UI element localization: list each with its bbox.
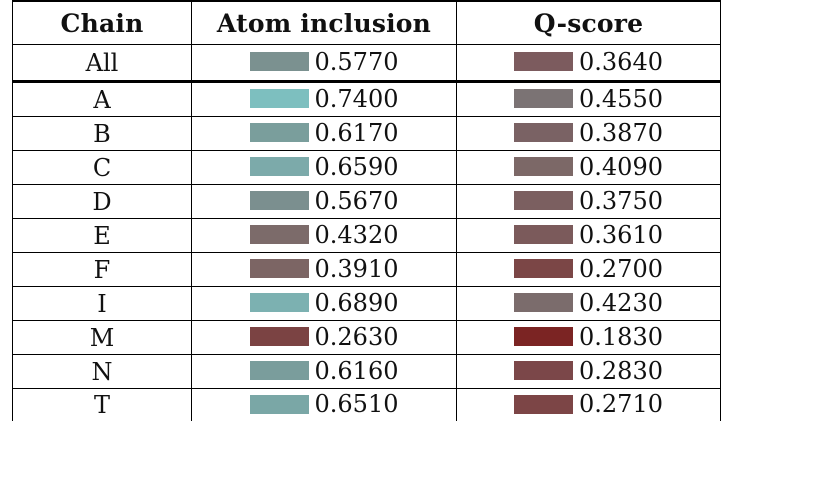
qscore-value: 0.2700 bbox=[579, 254, 663, 283]
qscore-color-swatch bbox=[514, 89, 573, 109]
qscore-color-swatch bbox=[514, 225, 573, 245]
qscore-value: 0.2710 bbox=[579, 390, 663, 419]
qscore-value: 0.3750 bbox=[579, 186, 663, 215]
chain-cell: E bbox=[12, 218, 192, 253]
chain-cell: N bbox=[12, 354, 192, 389]
qscore-color-swatch bbox=[514, 123, 573, 143]
qscore-value: 0.3870 bbox=[579, 118, 663, 147]
chain-metrics-table: Chain Atom inclusion Q-score All 0.5770 0.… bbox=[12, 0, 721, 421]
qscore-value: 0.2830 bbox=[579, 356, 663, 385]
qscore-cell: 0.4090 bbox=[456, 150, 721, 185]
atom-inclusion-value: 0.2630 bbox=[314, 322, 399, 351]
qscore-cell: 0.2700 bbox=[456, 252, 721, 287]
qscore-value: 0.3640 bbox=[579, 47, 663, 76]
atom-inclusion-color-swatch bbox=[249, 225, 309, 245]
atom-inclusion-cell: 0.6170 bbox=[191, 116, 457, 151]
atom-inclusion-color-swatch bbox=[249, 157, 309, 177]
table-row: N 0.6160 0.2830 bbox=[12, 354, 721, 389]
qscore-cell: 0.3640 bbox=[456, 44, 721, 83]
atom-inclusion-cell: 0.2630 bbox=[191, 320, 457, 355]
chain-cell: C bbox=[12, 150, 192, 185]
atom-inclusion-color-swatch bbox=[249, 361, 309, 381]
atom-inclusion-color-swatch bbox=[249, 123, 309, 143]
qscore-cell: 0.3870 bbox=[456, 116, 721, 151]
qscore-color-swatch bbox=[514, 191, 573, 211]
atom-inclusion-value: 0.6160 bbox=[314, 356, 399, 385]
qscore-color-swatch bbox=[514, 361, 573, 381]
table-row: C 0.6590 0.4090 bbox=[12, 150, 721, 185]
qscore-value: 0.4550 bbox=[579, 84, 663, 113]
atom-inclusion-value: 0.7400 bbox=[314, 84, 399, 113]
header-row: Chain Atom inclusion Q-score bbox=[12, 0, 721, 45]
atom-inclusion-cell: 0.7400 bbox=[191, 81, 457, 117]
qscore-cell: 0.2710 bbox=[456, 388, 721, 421]
atom-inclusion-cell: 0.6160 bbox=[191, 354, 457, 389]
qscore-color-swatch bbox=[514, 394, 573, 414]
atom-inclusion-color-swatch bbox=[249, 327, 309, 347]
header-atom-inclusion: Atom inclusion bbox=[191, 0, 457, 45]
qscore-cell: 0.3750 bbox=[456, 184, 721, 219]
qscore-cell: 0.2830 bbox=[456, 354, 721, 389]
qscore-cell: 0.3610 bbox=[456, 218, 721, 253]
table-row: D 0.5670 0.3750 bbox=[12, 184, 721, 219]
atom-inclusion-cell: 0.6510 bbox=[191, 388, 457, 421]
qscore-color-swatch bbox=[514, 293, 573, 313]
atom-inclusion-cell: 0.6590 bbox=[191, 150, 457, 185]
atom-inclusion-value: 0.3910 bbox=[314, 254, 399, 283]
qscore-cell: 0.1830 bbox=[456, 320, 721, 355]
atom-inclusion-cell: 0.5770 bbox=[191, 44, 457, 83]
atom-inclusion-value: 0.5770 bbox=[314, 47, 399, 76]
atom-inclusion-cell: 0.4320 bbox=[191, 218, 457, 253]
atom-inclusion-value: 0.4320 bbox=[314, 220, 399, 249]
atom-inclusion-color-swatch bbox=[249, 259, 309, 279]
chain-cell: A bbox=[12, 81, 192, 117]
table-row-all: All 0.5770 0.3640 bbox=[12, 44, 721, 83]
chain-cell: F bbox=[12, 252, 192, 287]
qscore-color-swatch bbox=[514, 259, 573, 279]
qscore-color-swatch bbox=[514, 52, 573, 72]
atom-inclusion-value: 0.5670 bbox=[314, 186, 399, 215]
qscore-cell: 0.4550 bbox=[456, 81, 721, 117]
qscore-color-swatch bbox=[514, 157, 573, 177]
atom-inclusion-value: 0.6170 bbox=[314, 118, 399, 147]
qscore-color-swatch bbox=[514, 327, 573, 347]
chain-cell: I bbox=[12, 286, 192, 321]
chain-cell: M bbox=[12, 320, 192, 355]
table-row: B 0.6170 0.3870 bbox=[12, 116, 721, 151]
atom-inclusion-color-swatch bbox=[249, 191, 309, 211]
atom-inclusion-value: 0.6890 bbox=[314, 288, 399, 317]
chain-cell: All bbox=[12, 44, 192, 83]
qscore-value: 0.4090 bbox=[579, 152, 663, 181]
chain-cell: B bbox=[12, 116, 192, 151]
header-chain: Chain bbox=[12, 0, 192, 45]
atom-inclusion-value: 0.6590 bbox=[314, 152, 399, 181]
qscore-cell: 0.4230 bbox=[456, 286, 721, 321]
qscore-value: 0.1830 bbox=[579, 322, 663, 351]
qscore-value: 0.3610 bbox=[579, 220, 663, 249]
chain-cell: T bbox=[12, 388, 192, 421]
table-row: A 0.7400 0.4550 bbox=[12, 81, 721, 117]
table-body: All 0.5770 0.3640 A 0.7400 0.4550 B 0.6170 0.387… bbox=[12, 44, 721, 421]
table-row: M 0.2630 0.1830 bbox=[12, 320, 721, 355]
table-row: F 0.3910 0.2700 bbox=[12, 252, 721, 287]
table-row: T 0.6510 0.2710 bbox=[12, 388, 721, 421]
table-row: E 0.4320 0.3610 bbox=[12, 218, 721, 253]
atom-inclusion-color-swatch bbox=[249, 52, 309, 72]
atom-inclusion-color-swatch bbox=[249, 293, 309, 313]
chain-cell: D bbox=[12, 184, 192, 219]
atom-inclusion-color-swatch bbox=[249, 394, 309, 414]
table-row: I 0.6890 0.4230 bbox=[12, 286, 721, 321]
header-qscore: Q-score bbox=[456, 0, 721, 45]
atom-inclusion-value: 0.6510 bbox=[314, 390, 399, 419]
atom-inclusion-color-swatch bbox=[249, 89, 309, 109]
qscore-value: 0.4230 bbox=[579, 288, 663, 317]
atom-inclusion-cell: 0.5670 bbox=[191, 184, 457, 219]
atom-inclusion-cell: 0.6890 bbox=[191, 286, 457, 321]
atom-inclusion-cell: 0.3910 bbox=[191, 252, 457, 287]
